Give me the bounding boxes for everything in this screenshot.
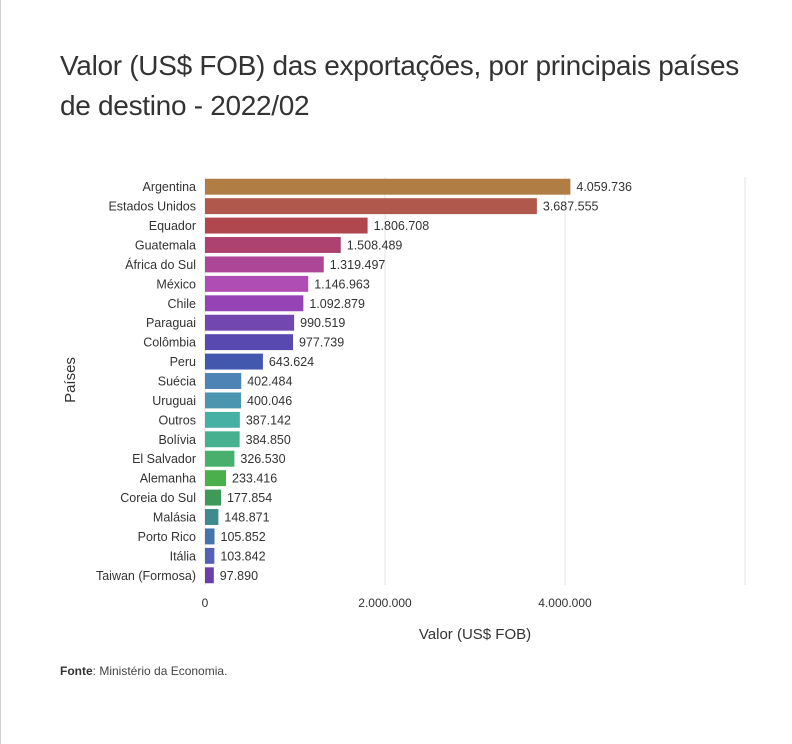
category-label: Alemanha	[140, 472, 196, 486]
bar	[205, 178, 571, 195]
x-tick-label: 2.000.000	[358, 596, 412, 610]
bar	[205, 489, 222, 506]
value-label: 643.624	[269, 355, 314, 369]
value-label: 387.142	[246, 413, 291, 427]
bar	[205, 295, 304, 312]
value-label: 1.508.489	[347, 239, 403, 253]
value-label: 400.046	[247, 394, 292, 408]
value-labels: 4.059.736 3.687.555 1.806.708 1.508.489 1.31…	[220, 180, 632, 583]
bars	[205, 178, 571, 584]
category-label: Argentina	[142, 180, 196, 194]
category-label: México	[156, 277, 196, 291]
value-label: 105.852	[221, 530, 266, 544]
bar	[205, 314, 295, 331]
category-label: Coreia do Sul	[120, 491, 196, 505]
left-border	[0, 0, 1, 744]
category-label: Malásia	[153, 511, 196, 525]
value-label: 103.842	[220, 549, 265, 563]
category-label: África do Sul	[125, 257, 196, 272]
bar	[205, 275, 309, 292]
y-axis-label: Países	[62, 357, 79, 403]
category-label: Taiwan (Formosa)	[96, 569, 196, 583]
x-tick-label: 0	[202, 596, 209, 610]
category-label: Equador	[149, 219, 196, 233]
category-label: Paraguai	[146, 316, 196, 330]
bar	[205, 567, 214, 584]
value-label: 326.530	[240, 452, 285, 466]
value-label: 1.806.708	[374, 219, 430, 233]
category-label: Suécia	[158, 375, 196, 389]
category-label: Uruguai	[152, 394, 196, 408]
category-label: Porto Rico	[138, 530, 196, 544]
bar	[205, 217, 368, 234]
value-label: 97.890	[220, 569, 258, 583]
category-label: Estados Unidos	[108, 200, 196, 214]
category-label: Peru	[170, 355, 196, 369]
bar	[205, 353, 263, 370]
source-note: Fonte: Ministério da Economia.	[60, 664, 227, 678]
bar	[205, 528, 215, 545]
x-axis-label: Valor (US$ FOB)	[419, 626, 531, 643]
chart-title: Valor (US$ FOB) das exportações, por pri…	[60, 50, 739, 121]
category-label: Itália	[170, 549, 196, 563]
bar	[205, 237, 341, 253]
category-label: Colômbia	[143, 336, 196, 350]
bar	[205, 411, 240, 428]
value-label: 384.850	[246, 433, 291, 447]
source-label: Fonte	[60, 664, 93, 678]
value-label: 4.059.736	[576, 180, 632, 194]
bar	[205, 470, 227, 487]
value-label: 977.739	[299, 336, 344, 350]
x-axis-ticks: 0 2.000.000 4.000.000	[202, 596, 592, 610]
bar	[205, 334, 293, 351]
value-label: 1.319.497	[330, 258, 386, 272]
value-label: 233.416	[232, 472, 277, 486]
bar	[205, 431, 240, 448]
value-label: 177.854	[227, 491, 272, 505]
category-labels: Argentina Estados Unidos Equador Guatemala Á…	[96, 180, 196, 583]
bar	[205, 392, 242, 409]
x-tick-label: 4.000.000	[538, 596, 592, 610]
category-label: Chile	[168, 297, 197, 311]
value-label: 1.092.879	[309, 297, 365, 311]
category-label: Guatemala	[135, 239, 196, 253]
category-label: El Salvador	[132, 452, 196, 466]
value-label: 148.871	[224, 511, 269, 525]
value-label: 1.146.963	[314, 277, 370, 291]
bar	[205, 373, 242, 389]
value-label: 402.484	[247, 375, 292, 389]
source-text: : Ministério da Economia.	[92, 664, 228, 678]
bar	[205, 256, 324, 273]
value-label: 990.519	[300, 316, 345, 330]
category-label: Outros	[158, 413, 196, 427]
bar	[205, 509, 219, 525]
category-label: Bolívia	[158, 433, 196, 447]
bar	[205, 198, 537, 215]
bar	[205, 450, 235, 467]
bar	[205, 547, 215, 564]
value-label: 3.687.555	[543, 200, 599, 214]
